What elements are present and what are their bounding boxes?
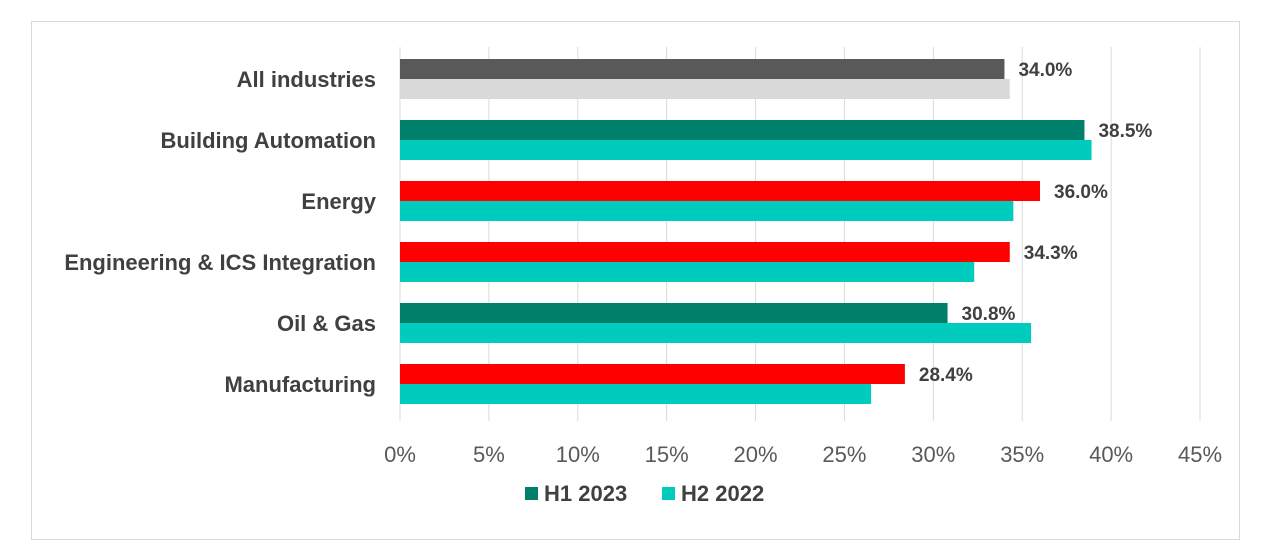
- bar-h1-2023: [400, 181, 1040, 201]
- bar-h1-2023: [400, 59, 1005, 79]
- x-tick-label: 35%: [1000, 442, 1044, 467]
- legend-label: H1 2023: [544, 481, 627, 506]
- x-tick-label: 5%: [473, 442, 505, 467]
- category-label: All industries: [237, 67, 376, 92]
- bar-h2-2022: [400, 323, 1032, 343]
- bar-h2-2022: [400, 384, 872, 404]
- data-label: 30.8%: [962, 304, 1016, 325]
- x-tick-label: 20%: [734, 442, 778, 467]
- data-label: 28.4%: [919, 365, 973, 386]
- data-label: 34.3%: [1024, 243, 1078, 264]
- category-label: Energy: [301, 189, 376, 214]
- bar-h2-2022: [400, 79, 1010, 99]
- category-label: Oil & Gas: [277, 311, 376, 336]
- data-label: 38.5%: [1098, 121, 1152, 142]
- bar-h1-2023: [400, 120, 1085, 140]
- category-label: Building Automation: [161, 128, 376, 153]
- legend-swatch: [662, 487, 675, 500]
- bar-h2-2022: [400, 201, 1014, 221]
- bar-h2-2022: [400, 262, 975, 282]
- x-tick-label: 0%: [384, 442, 416, 467]
- legend-label: H2 2022: [681, 481, 764, 506]
- legend-swatch: [525, 487, 538, 500]
- data-label: 34.0%: [1018, 60, 1072, 81]
- x-tick-label: 40%: [1089, 442, 1133, 467]
- category-label: Engineering & ICS Integration: [64, 250, 376, 275]
- x-tick-label: 15%: [645, 442, 689, 467]
- x-tick-label: 45%: [1178, 442, 1222, 467]
- x-tick-label: 10%: [556, 442, 600, 467]
- bar-h1-2023: [400, 303, 948, 323]
- x-tick-label: 25%: [822, 442, 866, 467]
- bar-h1-2023: [400, 242, 1010, 262]
- category-label: Manufacturing: [224, 372, 376, 397]
- data-label: 36.0%: [1054, 182, 1108, 203]
- bar-h2-2022: [400, 140, 1092, 160]
- bar-h1-2023: [400, 364, 905, 384]
- x-tick-label: 30%: [911, 442, 955, 467]
